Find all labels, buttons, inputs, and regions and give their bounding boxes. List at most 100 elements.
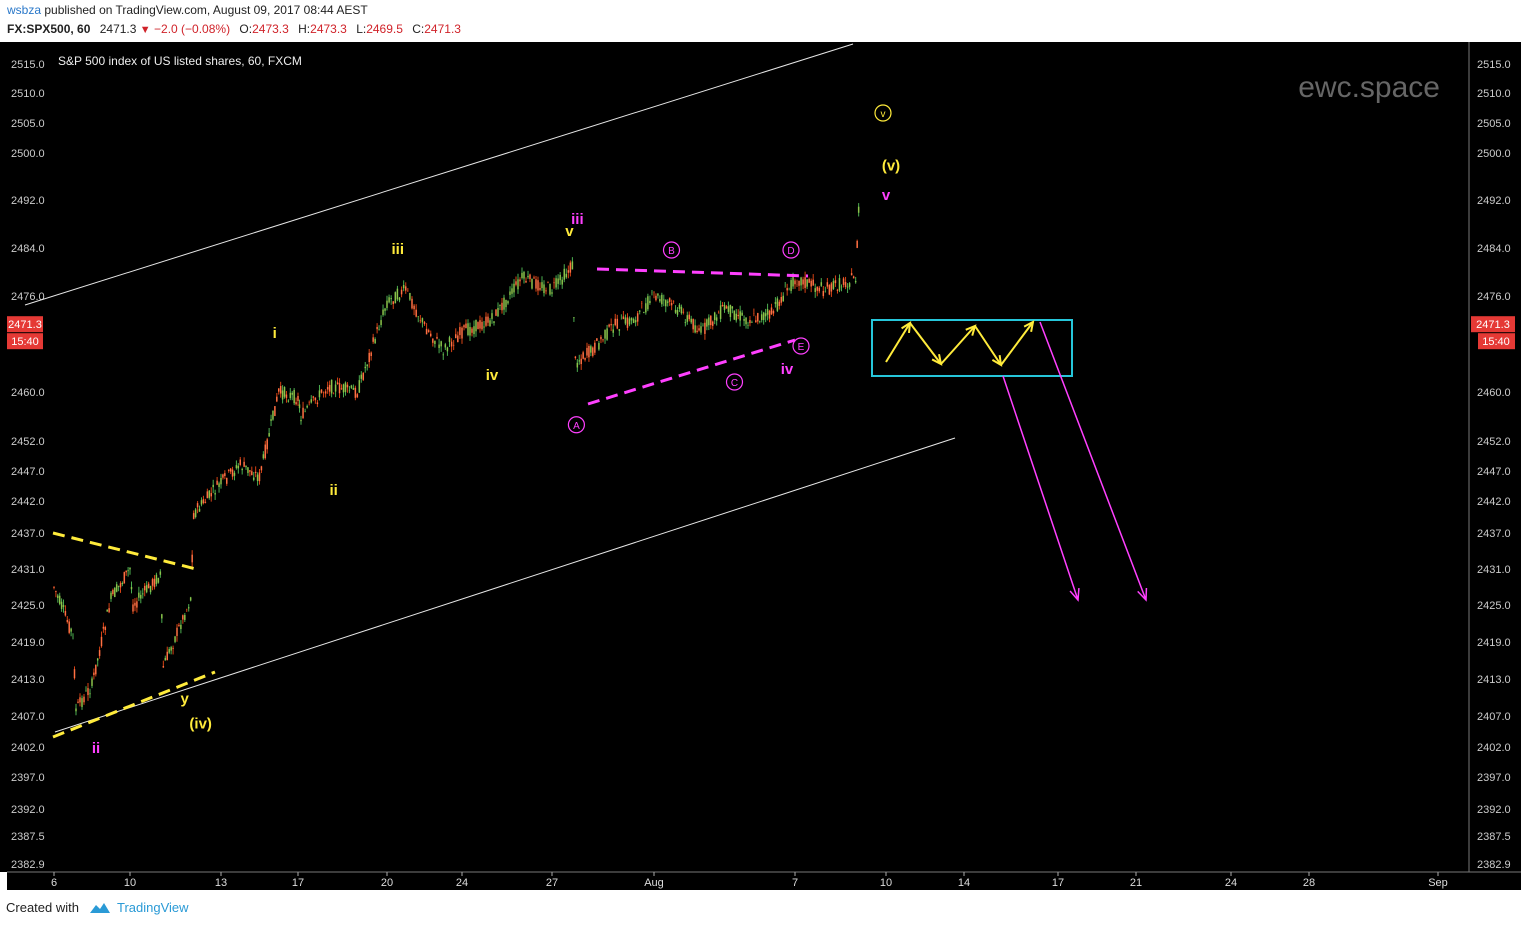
price-tick-label-left: 2484.0 bbox=[11, 243, 45, 255]
chart-title: S&P 500 index of US listed shares, 60, F… bbox=[58, 54, 302, 68]
last-price-tag-text: 2471.3 bbox=[1476, 319, 1510, 331]
price-candles bbox=[53, 203, 860, 716]
price-tick-label-right: 2397.0 bbox=[1477, 772, 1511, 784]
publish-info: published on TradingView.com, August 09,… bbox=[44, 3, 368, 17]
time-tick-label: 13 bbox=[215, 877, 227, 889]
arrow-head-icon bbox=[1137, 587, 1148, 602]
high-value: 2473.3 bbox=[310, 22, 347, 36]
price-tick-label-right: 2476.0 bbox=[1477, 291, 1511, 303]
yellow-triangle-upper-boundary bbox=[52, 531, 201, 572]
plot-background bbox=[7, 42, 1469, 872]
wave-label-(iv): (iv) bbox=[189, 715, 212, 732]
price-tick-label-left: 2382.9 bbox=[11, 859, 45, 871]
price-tick-label-right: 2484.0 bbox=[1477, 243, 1511, 255]
low-label: L: bbox=[356, 22, 367, 36]
price-tick-label-right: 2407.0 bbox=[1477, 711, 1511, 723]
wave-label-C: C bbox=[731, 378, 738, 389]
price-tick-label-right: 2425.0 bbox=[1477, 600, 1511, 612]
price-tick-label-left: 2515.0 bbox=[11, 59, 45, 71]
wave-label-v: v bbox=[882, 187, 891, 204]
wave-label-v: v bbox=[881, 109, 886, 120]
time-tick-label: 7 bbox=[792, 877, 798, 889]
price-tick-label-right: 2452.0 bbox=[1477, 436, 1511, 448]
tag-bg bbox=[7, 316, 43, 333]
price-tick-label-left: 2510.0 bbox=[11, 88, 45, 100]
tag-bg bbox=[7, 333, 43, 350]
time-tag-left: 15:40 bbox=[7, 333, 43, 350]
open-label: O: bbox=[239, 22, 253, 36]
wave-label-D: D bbox=[787, 246, 794, 257]
created-with-label: Created with bbox=[6, 900, 79, 915]
last-price-tag-text: 2471.3 bbox=[8, 319, 42, 331]
price-tick-label-left: 2505.0 bbox=[11, 118, 45, 130]
price-tick-label-right: 2510.0 bbox=[1477, 88, 1511, 100]
tradingview-link[interactable]: TradingView bbox=[89, 900, 189, 915]
time-tick-label: 20 bbox=[381, 877, 393, 889]
price-tick-label-right: 2460.0 bbox=[1477, 387, 1511, 399]
time-tick-label: 27 bbox=[546, 877, 558, 889]
price-tick-label-left: 2442.0 bbox=[11, 496, 45, 508]
publish-line: wsbza published on TradingView.com, Augu… bbox=[7, 3, 368, 17]
wave-label-B: B bbox=[668, 246, 675, 257]
wave-label-circle bbox=[567, 416, 586, 434]
ohlc-line: FX:SPX500, 60 2471.3 ▼ −2.0 (−0.08%) O:2… bbox=[7, 22, 461, 36]
price-tick-label-left: 2460.0 bbox=[11, 387, 45, 399]
wave-label-i: i bbox=[273, 325, 277, 342]
magenta-triangle-lower-boundary bbox=[587, 338, 796, 406]
time-tick-label: 10 bbox=[124, 877, 136, 889]
symbol-label: FX:SPX500, 60 bbox=[7, 22, 91, 36]
close-value: 2471.3 bbox=[424, 22, 461, 36]
right-axis-background bbox=[1469, 42, 1521, 872]
time-tick-label: 10 bbox=[880, 877, 892, 889]
price-tick-label-left: 2425.0 bbox=[11, 600, 45, 612]
price-tick-label-left: 2492.0 bbox=[11, 195, 45, 207]
price-tick-label-left: 2452.0 bbox=[11, 436, 45, 448]
footer: Created with TradingView bbox=[6, 900, 189, 915]
change-value: −2.0 (−0.08%) bbox=[154, 22, 231, 36]
arrow-head-icon bbox=[1023, 320, 1035, 333]
left-price-axis: 2515.0 2510.0 2505.0 2500.0 2492.0 2484.0 2476… bbox=[11, 59, 45, 871]
wave-label-circle bbox=[874, 104, 892, 122]
price-tick-label-left: 2431.0 bbox=[11, 564, 45, 576]
upper-channel-line bbox=[24, 43, 854, 306]
wave-label-iii: iii bbox=[391, 241, 404, 258]
price-tick-label-right: 2402.0 bbox=[1477, 742, 1511, 754]
wave-label-circle bbox=[782, 241, 800, 259]
price-tick-label-left: 2387.5 bbox=[11, 831, 45, 843]
last-price-tag-right: 2471.3 bbox=[1471, 316, 1515, 333]
zigzag-segment bbox=[1000, 321, 1034, 366]
price-tick-label-right: 2431.0 bbox=[1477, 564, 1511, 576]
price-tick-label-left: 2437.0 bbox=[11, 528, 45, 540]
high-label: H: bbox=[298, 22, 311, 36]
price-tick-label-left: 2447.0 bbox=[11, 466, 45, 478]
time-axis: 6 10 13 17 20 24 27 Aug 7 10 14 17 21 24 28 Sep bbox=[51, 872, 1448, 889]
projection-arrow-down-1 bbox=[1002, 375, 1080, 602]
close-label: C: bbox=[412, 22, 425, 36]
time-tick-label: 17 bbox=[292, 877, 304, 889]
tag-bg bbox=[1471, 316, 1515, 333]
wave-label-ii: ii bbox=[92, 740, 100, 757]
time-tick-label: 28 bbox=[1303, 877, 1315, 889]
wave-label-circle bbox=[725, 373, 744, 391]
time-tag-text: 15:40 bbox=[11, 336, 39, 348]
time-tick-label: Sep bbox=[1428, 877, 1448, 889]
last-price-tag-left: 2471.3 bbox=[7, 316, 43, 333]
author-link[interactable]: wsbza bbox=[7, 3, 42, 17]
wave-label-circle bbox=[792, 337, 810, 355]
wave-label-(v): (v) bbox=[882, 158, 900, 175]
right-price-axis: 2515.0 2510.0 2505.0 2500.0 2492.0 2484.0 2476… bbox=[1477, 59, 1511, 871]
projected-zigzag bbox=[885, 320, 1035, 367]
price-tick-label-right: 2382.9 bbox=[1477, 859, 1511, 871]
price-tick-label-left: 2476.0 bbox=[11, 291, 45, 303]
price-tick-label-right: 2392.0 bbox=[1477, 804, 1511, 816]
arrow-shaft bbox=[1002, 375, 1079, 601]
price-tick-label-left: 2500.0 bbox=[11, 148, 45, 160]
price-tick-label-left: 2402.0 bbox=[11, 742, 45, 754]
left-edge bbox=[0, 42, 7, 872]
price-tick-label-right: 2437.0 bbox=[1477, 528, 1511, 540]
zigzag-segment bbox=[940, 325, 976, 365]
low-value: 2469.5 bbox=[366, 22, 403, 36]
price-tick-label-left: 2392.0 bbox=[11, 804, 45, 816]
